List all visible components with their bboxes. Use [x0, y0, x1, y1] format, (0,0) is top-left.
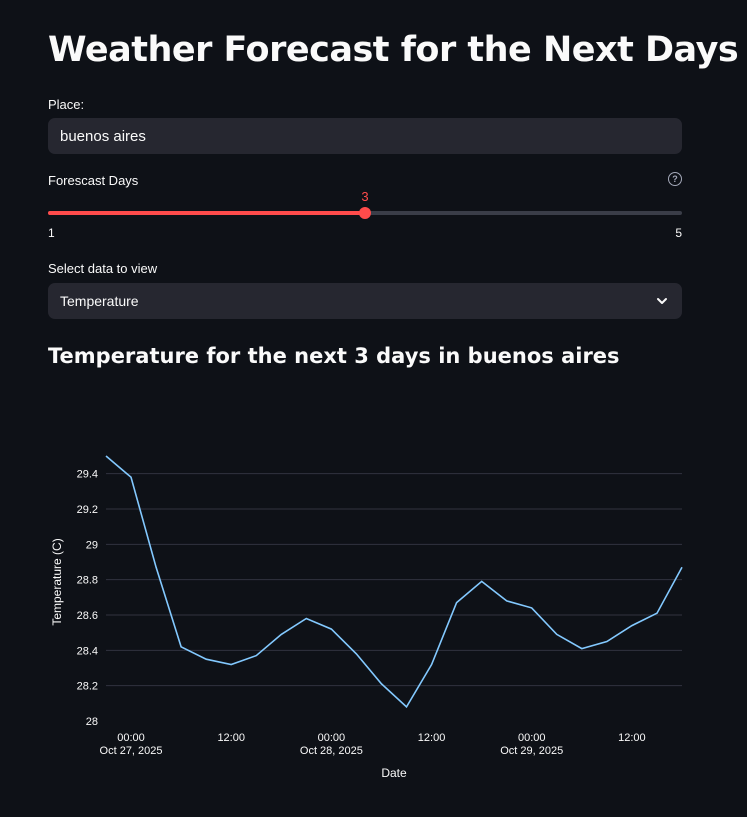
y-tick-label: 29.4	[77, 469, 98, 481]
chevron-down-icon	[657, 298, 667, 304]
x-tick-label: 12:00	[418, 732, 446, 744]
x-tick-label: 00:00	[318, 732, 346, 744]
forecast-days-label: Forescast Days	[48, 173, 139, 188]
y-tick-label: 29.2	[77, 504, 98, 516]
y-tick-label: 28	[86, 716, 98, 728]
data-select-value: Temperature	[60, 293, 139, 309]
y-tick-label: 29	[86, 539, 98, 551]
select-data-label: Select data to view	[48, 261, 158, 276]
x-axis-label: Date	[381, 766, 407, 780]
slider-thumb[interactable]	[359, 207, 371, 219]
y-tick-label: 28.8	[77, 575, 98, 587]
place-label: Place:	[48, 97, 85, 112]
chart-grid	[106, 473, 682, 687]
slider-max-label: 5	[675, 226, 682, 240]
question-circle-icon[interactable]: ?	[668, 172, 682, 186]
x-tick-label: 12:00	[618, 732, 646, 744]
x-tick-date-label: Oct 29, 2025	[500, 745, 563, 757]
forecast-days-slider[interactable]	[48, 207, 682, 219]
series-line	[105, 455, 683, 709]
x-tick-date-label: Oct 28, 2025	[300, 745, 363, 757]
slider-min-label: 1	[48, 226, 55, 240]
y-axis-label: Temperature (C)	[50, 538, 64, 625]
place-input-value: buenos aires	[60, 127, 146, 145]
slider-fill	[48, 211, 365, 215]
y-tick-label: 28.2	[77, 681, 98, 693]
x-tick-label: 12:00	[217, 732, 245, 744]
x-tick-label: 00:00	[518, 732, 546, 744]
x-tick-label: 00:00	[117, 732, 145, 744]
data-select[interactable]: Temperature	[48, 283, 682, 319]
chart-heading: Temperature for the next 3 days in bueno…	[48, 344, 620, 368]
chart-y-ticks: 28 28.2 28.4 28.6 28.8 29 29.2 29.4	[77, 469, 98, 728]
slider-value-label: 3	[361, 189, 369, 204]
y-tick-label: 28.6	[77, 610, 98, 622]
y-tick-label: 28.4	[77, 645, 98, 657]
x-tick-date-label: Oct 27, 2025	[100, 745, 163, 757]
page-title: Weather Forecast for the Next Days	[48, 30, 739, 70]
place-input[interactable]: buenos aires	[48, 118, 682, 154]
